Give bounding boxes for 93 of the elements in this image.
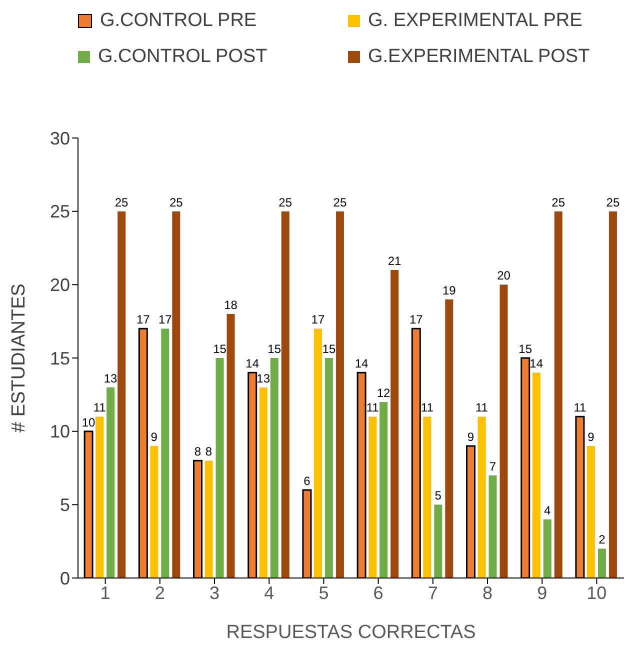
bar bbox=[532, 372, 540, 578]
data-label: 11 bbox=[476, 400, 488, 415]
bar bbox=[488, 475, 497, 578]
data-label: 6 bbox=[304, 474, 311, 488]
y-tick-label: 10 bbox=[50, 422, 70, 442]
data-label: 25 bbox=[169, 195, 184, 210]
y-tick-label: 30 bbox=[50, 128, 70, 148]
data-label: 4 bbox=[544, 503, 552, 518]
bar bbox=[380, 402, 388, 578]
data-label: 9 bbox=[150, 430, 158, 444]
bar bbox=[161, 328, 170, 578]
data-label: 18 bbox=[224, 298, 238, 312]
x-tick-label: 6 bbox=[373, 582, 384, 603]
data-label: 25 bbox=[278, 195, 292, 210]
y-tick-label: 5 bbox=[60, 495, 70, 516]
y-axis-title: # ESTUDIANTES bbox=[8, 284, 30, 432]
data-label: 15 bbox=[518, 342, 532, 356]
x-tick-label: 8 bbox=[482, 582, 493, 603]
data-label: 8 bbox=[205, 444, 212, 459]
data-label: 14 bbox=[354, 356, 369, 371]
data-label: 17 bbox=[311, 312, 325, 327]
bar bbox=[226, 314, 235, 578]
data-label: 7 bbox=[489, 459, 496, 474]
data-label: 8 bbox=[194, 444, 202, 459]
bar bbox=[106, 387, 115, 578]
bar bbox=[423, 416, 432, 578]
x-tick-label: 4 bbox=[264, 582, 274, 603]
bar bbox=[336, 211, 344, 578]
data-label: 25 bbox=[333, 195, 347, 210]
data-label: 12 bbox=[376, 386, 391, 400]
data-label: 25 bbox=[114, 195, 129, 210]
bar bbox=[204, 460, 213, 578]
y-tick-label: 20 bbox=[50, 275, 70, 296]
bar bbox=[118, 211, 126, 578]
bar bbox=[259, 387, 268, 578]
data-label: 11 bbox=[93, 400, 106, 415]
bar bbox=[478, 416, 486, 578]
data-label: 15 bbox=[268, 342, 282, 356]
bar bbox=[172, 211, 180, 578]
data-label: 17 bbox=[409, 312, 424, 327]
x-tick-label: 1 bbox=[100, 582, 110, 603]
bar bbox=[96, 416, 104, 578]
legend-label: G.CONTROL POST bbox=[98, 46, 268, 68]
x-tick-label: 2 bbox=[154, 582, 165, 603]
data-label: 19 bbox=[442, 283, 456, 298]
x-tick-label: 10 bbox=[586, 582, 607, 603]
data-label: 2 bbox=[598, 532, 606, 547]
data-label: 13 bbox=[256, 371, 270, 386]
x-tick-label: 7 bbox=[428, 582, 438, 603]
y-tick-label: 0 bbox=[60, 568, 70, 588]
data-label: 11 bbox=[366, 400, 380, 415]
data-label: 11 bbox=[574, 400, 586, 415]
data-label: 11 bbox=[420, 400, 434, 415]
data-label: 15 bbox=[213, 342, 227, 356]
data-label: 21 bbox=[388, 254, 402, 268]
bar bbox=[543, 519, 552, 578]
data-label: 15 bbox=[322, 342, 336, 356]
bar bbox=[445, 299, 454, 578]
bar bbox=[150, 446, 158, 578]
bar bbox=[554, 211, 562, 578]
bar bbox=[390, 270, 399, 578]
y-tick-label: 25 bbox=[50, 202, 70, 222]
legend-label: G. EXPERIMENTAL PRE bbox=[368, 10, 582, 32]
data-label: 14 bbox=[530, 356, 544, 371]
legend-label: G.CONTROL PRE bbox=[100, 10, 257, 32]
bar bbox=[608, 211, 617, 578]
data-label: 25 bbox=[606, 195, 620, 210]
data-label: 5 bbox=[434, 488, 442, 503]
bar bbox=[216, 358, 224, 578]
x-tick-label: 5 bbox=[318, 582, 329, 603]
data-label: 25 bbox=[552, 195, 566, 210]
legend-label: G.EXPERIMENTAL POST bbox=[368, 46, 590, 68]
data-label: 17 bbox=[136, 312, 150, 327]
bar bbox=[500, 284, 508, 578]
bar bbox=[270, 358, 278, 578]
data-label: 14 bbox=[246, 356, 260, 371]
data-label: 9 bbox=[588, 430, 595, 444]
bar bbox=[368, 416, 377, 578]
bar bbox=[598, 548, 606, 578]
bar bbox=[434, 504, 442, 578]
y-tick-label: 15 bbox=[50, 348, 70, 368]
data-label: 13 bbox=[104, 371, 118, 386]
bar bbox=[281, 211, 290, 578]
data-label: 10 bbox=[82, 415, 96, 430]
bar bbox=[324, 358, 333, 578]
x-tick-label: 9 bbox=[537, 582, 548, 603]
x-axis-title: RESPUESTAS CORRECTAS bbox=[226, 622, 476, 643]
data-label: 17 bbox=[158, 312, 172, 327]
bar bbox=[314, 328, 322, 578]
bar bbox=[586, 446, 595, 578]
x-tick-label: 3 bbox=[209, 582, 220, 603]
data-label: 9 bbox=[467, 430, 474, 444]
data-label: 20 bbox=[497, 268, 511, 283]
